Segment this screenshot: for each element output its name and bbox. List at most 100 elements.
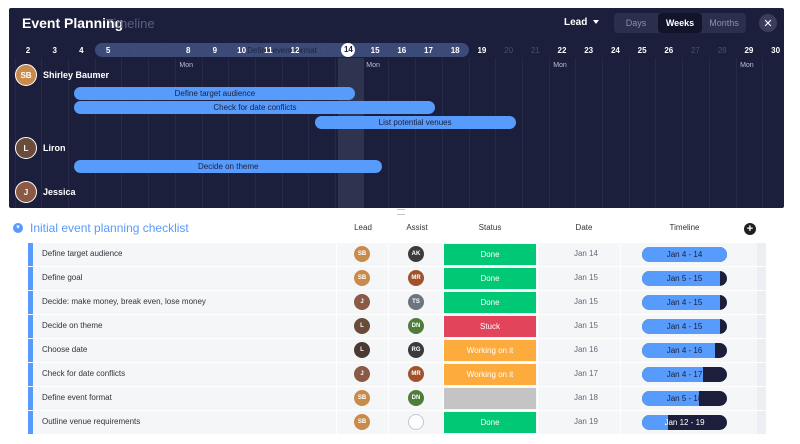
day-label-21: 21 <box>530 46 540 55</box>
lead-avatar[interactable]: SB <box>354 246 370 262</box>
table-row[interactable]: Decide: make money, break even, lose mon… <box>28 291 766 314</box>
column-header-date[interactable]: Date <box>575 223 593 232</box>
group-color-marker <box>28 291 33 314</box>
day-gridline <box>655 58 657 208</box>
day-label-13: 13 <box>317 46 327 55</box>
panel-resize-handle[interactable] <box>397 209 405 215</box>
day-gridline <box>521 58 523 208</box>
item-name[interactable]: Define event format <box>42 393 112 402</box>
avatar[interactable]: L <box>15 137 37 159</box>
timeline-pill[interactable]: Jan 5 - 18 <box>642 391 727 406</box>
column-header-assist[interactable]: Assist <box>406 223 428 232</box>
assist-avatar[interactable]: DN <box>408 318 424 334</box>
table-row[interactable]: Check for date conflicts J MR Working on it… <box>28 363 766 386</box>
day-label-3: 3 <box>52 46 57 55</box>
week-start-label: Mon <box>179 62 193 69</box>
table-row[interactable]: Define goal SB MR Done Jan 15 Jan 5 - 15 <box>28 267 766 290</box>
lead-avatar[interactable]: SB <box>354 414 370 430</box>
cell-divider <box>620 363 621 386</box>
status-badge[interactable]: Done <box>444 412 536 433</box>
status-badge[interactable]: Stuck <box>444 316 536 337</box>
segment-weeks[interactable]: Weeks <box>658 13 702 33</box>
item-name[interactable]: Decide on theme <box>42 321 103 330</box>
column-header-lead[interactable]: Lead <box>354 223 372 232</box>
date-cell[interactable]: Jan 14 <box>573 249 599 258</box>
day-gridline <box>41 58 43 208</box>
day-gridline <box>14 58 16 208</box>
item-name[interactable]: Decide: make money, break even, lose mon… <box>42 297 206 306</box>
column-header-timeline[interactable]: Timeline <box>669 223 700 232</box>
lead-avatar[interactable]: SB <box>354 270 370 286</box>
timeline-bar[interactable]: Define target audience <box>74 87 356 100</box>
cell-divider <box>336 411 337 434</box>
lead-avatar[interactable]: L <box>354 342 370 358</box>
status-badge[interactable]: Working on it <box>444 364 536 385</box>
timeline-pill[interactable]: Jan 4 - 14 <box>642 247 727 262</box>
day-label-9: 9 <box>212 46 218 55</box>
assist-avatar[interactable]: MR <box>408 270 424 286</box>
empty-cell <box>757 411 766 434</box>
group-by-dropdown[interactable]: Lead <box>564 17 600 28</box>
lead-avatar[interactable]: J <box>354 366 370 382</box>
date-cell[interactable]: Jan 18 <box>573 393 599 402</box>
week-start-label: Mon <box>553 62 567 69</box>
day-gridline <box>682 58 684 208</box>
date-cell[interactable]: Jan 16 <box>573 345 599 354</box>
timeline-pill[interactable]: Jan 4 - 15 <box>642 319 727 334</box>
table-row[interactable]: Outline venue requirements SB Done Jan 19 Ja… <box>28 411 766 434</box>
group-color-marker <box>28 267 33 290</box>
cell-divider <box>537 363 538 386</box>
date-cell[interactable]: Jan 17 <box>573 369 599 378</box>
day-label-17: 17 <box>424 46 433 55</box>
date-cell[interactable]: Jan 15 <box>573 321 599 330</box>
item-name[interactable]: Define target audience <box>42 249 123 258</box>
cell-divider <box>620 411 621 434</box>
segment-days[interactable]: Days <box>625 18 647 28</box>
timeline-bar[interactable]: Decide on theme <box>74 160 383 173</box>
cell-divider <box>620 315 621 338</box>
assist-avatar[interactable]: TS <box>408 294 424 310</box>
group-title[interactable]: Initial event planning checklist <box>30 221 189 235</box>
timeline-bar[interactable]: Check for date conflicts <box>74 101 436 114</box>
day-gridline <box>388 58 390 208</box>
add-column-button[interactable]: + <box>744 223 756 235</box>
timeline-pill[interactable]: Jan 4 - 15 <box>642 295 727 310</box>
date-cell[interactable]: Jan 15 <box>573 297 599 306</box>
assist-avatar[interactable] <box>408 414 424 430</box>
assist-avatar[interactable]: DN <box>408 390 424 406</box>
lead-avatar[interactable]: SB <box>354 390 370 406</box>
collapse-group-icon[interactable]: ▾ <box>13 223 23 233</box>
status-badge[interactable]: Done <box>444 268 536 289</box>
status-badge[interactable]: Done <box>444 244 536 265</box>
empty-cell <box>757 363 766 386</box>
table-row[interactable]: Define event format SB DN Jan 18 Jan 5 - 18 <box>28 387 766 410</box>
status-badge[interactable]: Working on it <box>444 340 536 361</box>
avatar[interactable]: SB <box>15 64 37 86</box>
assist-avatar[interactable]: RG <box>408 342 424 358</box>
date-cell[interactable]: Jan 15 <box>573 273 599 282</box>
status-badge[interactable] <box>444 388 536 409</box>
lead-avatar[interactable]: J <box>354 294 370 310</box>
item-name[interactable]: Outline venue requirements <box>42 417 141 426</box>
day-label-2: 2 <box>25 46 31 55</box>
item-name[interactable]: Check for date conflicts <box>42 369 126 378</box>
date-cell[interactable]: Jan 19 <box>573 417 599 426</box>
avatar[interactable]: J <box>15 181 37 203</box>
table-row[interactable]: Choose date L RG Working on it Jan 16 Jan 4 -… <box>28 339 766 362</box>
assist-avatar[interactable]: MR <box>408 366 424 382</box>
column-header-status[interactable]: Status <box>478 223 502 232</box>
item-name[interactable]: Choose date <box>42 345 88 354</box>
assist-avatar[interactable]: AK <box>408 246 424 262</box>
timeline-bar[interactable]: List potential venues <box>314 116 516 129</box>
item-name[interactable]: Define goal <box>42 273 83 282</box>
timeline-pill[interactable]: Jan 4 - 17 <box>642 367 727 382</box>
status-badge[interactable]: Done <box>444 292 536 313</box>
segment-months[interactable]: Months <box>709 18 739 28</box>
timeline-pill[interactable]: Jan 5 - 15 <box>642 271 727 286</box>
table-row[interactable]: Define target audience SB AK Done Jan 14 Jan … <box>28 243 766 266</box>
timeline-pill[interactable]: Jan 12 - 19 <box>642 415 727 430</box>
close-button[interactable]: ✕ <box>759 14 777 32</box>
timeline-pill[interactable]: Jan 4 - 16 <box>642 343 727 358</box>
lead-avatar[interactable]: L <box>354 318 370 334</box>
table-row[interactable]: Decide on theme L DN Stuck Jan 15 Jan 4 - 15 <box>28 315 766 338</box>
